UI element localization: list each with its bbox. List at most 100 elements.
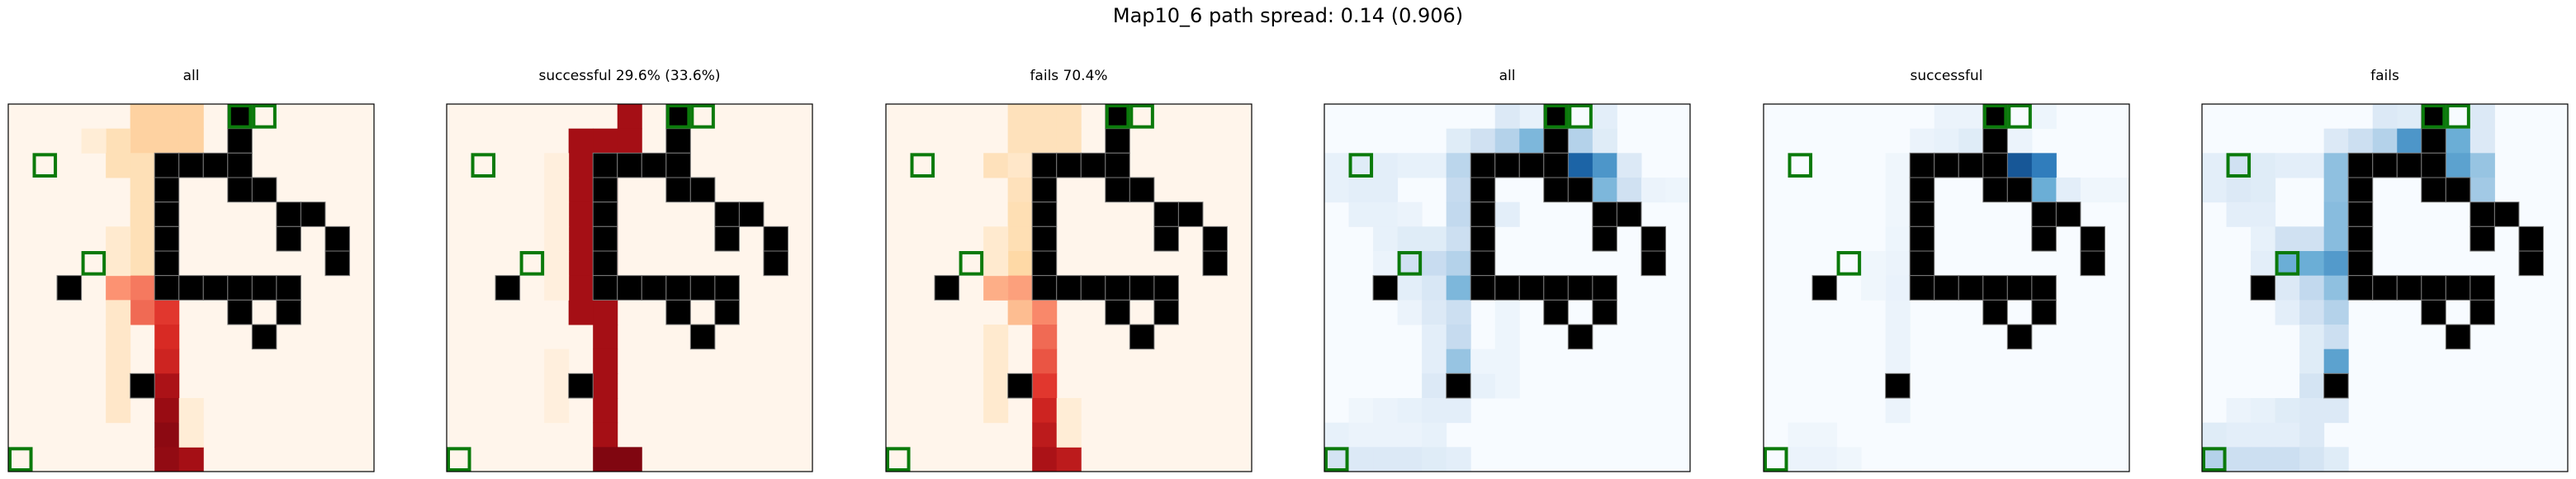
wall-cell <box>2421 152 2446 178</box>
heat-cell <box>1373 398 1399 424</box>
heat-cell <box>1446 226 1471 252</box>
goal-marker <box>2226 153 2252 178</box>
heat-cell <box>2446 128 2471 154</box>
wall-cell <box>1982 275 2008 301</box>
wall-cell <box>1153 202 1179 227</box>
heat-cell <box>1422 300 1447 325</box>
wall-cell <box>1543 103 1569 130</box>
heat-cell <box>1885 178 1911 203</box>
heat-cell <box>1373 178 1399 203</box>
wall-cell <box>2421 128 2446 154</box>
heat-cell <box>1032 128 1058 154</box>
wall-cell <box>689 275 716 301</box>
goal-marker <box>2421 104 2446 129</box>
heat-cell <box>1373 447 1399 472</box>
goal-marker <box>1568 104 1593 129</box>
wall-cell <box>2347 202 2374 227</box>
heat-cell <box>1788 447 1813 472</box>
heat-cell <box>544 373 570 399</box>
heat-cell <box>568 153 594 178</box>
heat-cell <box>1446 153 1471 178</box>
wall-cell <box>738 202 765 227</box>
heat-cell <box>2275 422 2300 448</box>
heat-cell <box>154 349 180 374</box>
wall-cell <box>2445 324 2471 350</box>
heat-cell <box>2397 128 2422 154</box>
wall-cell <box>1056 152 1082 178</box>
heat-cell <box>1373 251 1399 277</box>
heat-cell <box>1788 422 1813 448</box>
heat-cell <box>1885 349 1911 374</box>
heat-cell <box>2251 226 2276 252</box>
heat-cell <box>2323 178 2349 203</box>
heat-cell <box>2202 153 2228 178</box>
heat-cell <box>544 178 570 203</box>
heat-cell <box>2007 128 2033 154</box>
heat-cell <box>983 373 1009 399</box>
wall-cell <box>763 225 788 252</box>
heat-cell <box>1446 251 1471 277</box>
heat-cell <box>1422 447 1447 472</box>
heat-cell <box>130 153 155 178</box>
heat-cell <box>130 300 155 325</box>
wall-cell <box>227 128 253 154</box>
heat-cell <box>2323 128 2349 154</box>
heat-cell <box>2275 153 2300 178</box>
heat-cell <box>593 325 618 350</box>
wall-cell <box>1031 250 1058 277</box>
wall-cell <box>1909 202 1935 227</box>
heat-cell <box>1007 153 1033 178</box>
heat-cell <box>2275 275 2300 301</box>
heat-cell <box>154 104 180 130</box>
heat-cell <box>1007 251 1033 277</box>
heat-cell <box>2031 153 2057 178</box>
heat-cell <box>568 178 594 203</box>
heat-cell <box>2031 178 2057 203</box>
heat-cell <box>2299 226 2325 252</box>
panel-title: fails 70.4% <box>1030 68 1107 84</box>
wall-cell <box>1153 299 1179 325</box>
heat-cell <box>130 275 155 301</box>
heat-cell <box>2469 153 2495 178</box>
heat-cell <box>1470 349 1496 374</box>
wall-cell <box>2469 275 2495 301</box>
heat-cell <box>1007 275 1033 301</box>
wall-cell <box>592 202 618 227</box>
wall-cell <box>2421 103 2446 130</box>
heat-cell <box>2299 373 2325 399</box>
heat-cell <box>2226 153 2252 178</box>
heat-cell <box>2275 226 2300 252</box>
wall-cell <box>2031 299 2057 325</box>
panel-frame <box>885 103 1252 472</box>
wall-cell <box>2323 372 2349 399</box>
wall-cell <box>1982 103 2008 130</box>
heat-cell <box>1641 178 1666 203</box>
goal-marker <box>1788 153 1813 178</box>
heat-cell <box>593 373 618 399</box>
wall-cell <box>763 250 788 277</box>
goal-marker <box>1836 251 1862 276</box>
heat-cell <box>1470 128 1496 154</box>
wall-cell <box>251 275 277 301</box>
heat-cell <box>1617 178 1642 203</box>
wall-cell <box>300 202 326 227</box>
heat-cell <box>593 300 618 325</box>
wall-cell <box>665 275 691 301</box>
heat-cell <box>2226 422 2252 448</box>
heat-cell <box>1592 128 1617 154</box>
heat-cell <box>1422 153 1447 178</box>
heat-cell <box>1446 325 1471 350</box>
wall-cell <box>714 202 740 227</box>
panel-frame <box>1324 103 1691 472</box>
wall-cell <box>2372 275 2398 301</box>
heat-cell <box>1446 300 1471 325</box>
heat-cell <box>2299 153 2325 178</box>
wall-cell <box>592 177 618 203</box>
heat-cell <box>1397 275 1423 301</box>
wall-cell <box>2006 275 2033 301</box>
wall-cell <box>2421 299 2446 325</box>
heat-cell <box>2275 300 2300 325</box>
goal-marker <box>471 153 496 178</box>
heat-cell <box>1007 104 1033 130</box>
heat-cell <box>1007 128 1033 154</box>
